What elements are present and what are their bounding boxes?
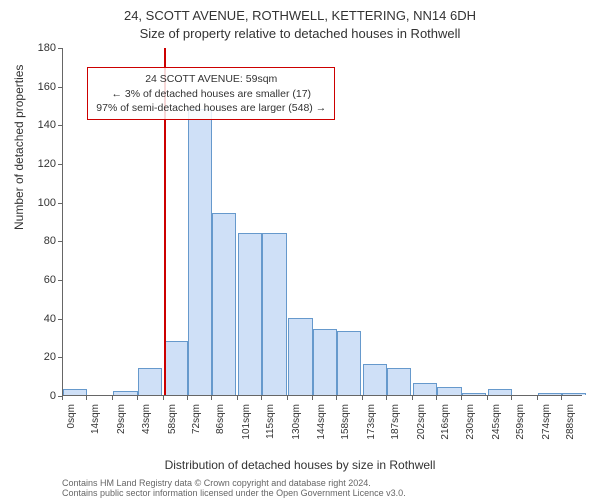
chart-title-line1: 24, SCOTT AVENUE, ROTHWELL, KETTERING, N…	[0, 8, 600, 23]
x-tick-label: 173sqm	[366, 404, 377, 448]
y-tick-mark	[58, 125, 62, 126]
x-tick-label: 43sqm	[141, 404, 152, 448]
y-tick-label: 0	[0, 390, 56, 402]
y-tick-label: 140	[0, 119, 56, 131]
x-tick-mark	[163, 396, 164, 400]
y-tick-mark	[58, 241, 62, 242]
x-tick-mark	[86, 396, 87, 400]
x-tick-mark	[362, 396, 363, 400]
x-tick-mark	[187, 396, 188, 400]
x-tick-mark	[412, 396, 413, 400]
y-tick-mark	[58, 203, 62, 204]
histogram-bar	[363, 364, 387, 395]
histogram-bar	[413, 383, 437, 395]
x-tick-mark	[386, 396, 387, 400]
x-tick-mark	[436, 396, 437, 400]
x-tick-mark	[261, 396, 262, 400]
histogram-bar	[262, 233, 286, 395]
x-tick-label: 288sqm	[565, 404, 576, 448]
y-tick-mark	[58, 357, 62, 358]
y-tick-mark	[58, 87, 62, 88]
histogram-bar	[462, 393, 486, 395]
info-box-line: 24 SCOTT AVENUE: 59sqm	[96, 72, 326, 86]
x-tick-mark	[336, 396, 337, 400]
x-tick-mark	[312, 396, 313, 400]
x-tick-mark	[287, 396, 288, 400]
x-tick-label: 14sqm	[90, 404, 101, 448]
x-tick-label: 130sqm	[291, 404, 302, 448]
y-tick-label: 60	[0, 274, 56, 286]
x-tick-label: 216sqm	[440, 404, 451, 448]
x-tick-mark	[461, 396, 462, 400]
x-tick-mark	[237, 396, 238, 400]
x-tick-label: 245sqm	[491, 404, 502, 448]
y-tick-mark	[58, 48, 62, 49]
x-tick-label: 115sqm	[265, 404, 276, 448]
footer-line1: Contains HM Land Registry data © Crown c…	[62, 478, 371, 488]
histogram-bar	[337, 331, 361, 395]
histogram-bar	[313, 329, 337, 395]
y-tick-mark	[58, 164, 62, 165]
y-tick-mark	[58, 319, 62, 320]
histogram-bar	[113, 391, 137, 395]
x-tick-label: 274sqm	[541, 404, 552, 448]
x-tick-label: 187sqm	[390, 404, 401, 448]
y-tick-label: 120	[0, 158, 56, 170]
x-tick-label: 158sqm	[340, 404, 351, 448]
histogram-bar	[562, 393, 586, 395]
histogram-bar	[212, 213, 236, 395]
histogram-bar	[488, 389, 512, 395]
y-tick-mark	[58, 280, 62, 281]
x-tick-label: 72sqm	[191, 404, 202, 448]
y-tick-label: 40	[0, 313, 56, 325]
plot-area: 24 SCOTT AVENUE: 59sqm← 3% of detached h…	[62, 48, 582, 396]
x-tick-label: 259sqm	[515, 404, 526, 448]
x-tick-label: 202sqm	[416, 404, 427, 448]
x-tick-mark	[211, 396, 212, 400]
y-tick-label: 100	[0, 197, 56, 209]
x-tick-mark	[62, 396, 63, 400]
histogram-bar	[188, 109, 212, 395]
histogram-bar	[63, 389, 87, 395]
histogram-bar	[164, 341, 188, 395]
info-box-line: ← 3% of detached houses are smaller (17)	[96, 87, 326, 101]
x-tick-mark	[112, 396, 113, 400]
y-tick-label: 180	[0, 42, 56, 54]
histogram-bar	[138, 368, 162, 395]
histogram-bar	[238, 233, 262, 395]
x-tick-mark	[487, 396, 488, 400]
x-tick-mark	[537, 396, 538, 400]
histogram-bar	[538, 393, 562, 395]
y-tick-label: 20	[0, 351, 56, 363]
info-box: 24 SCOTT AVENUE: 59sqm← 3% of detached h…	[87, 67, 335, 120]
x-tick-label: 230sqm	[465, 404, 476, 448]
x-tick-mark	[561, 396, 562, 400]
histogram-chart: 24, SCOTT AVENUE, ROTHWELL, KETTERING, N…	[0, 0, 600, 500]
y-tick-label: 160	[0, 81, 56, 93]
histogram-bar	[387, 368, 411, 395]
x-tick-label: 58sqm	[167, 404, 178, 448]
x-tick-label: 29sqm	[116, 404, 127, 448]
histogram-bar	[437, 387, 461, 395]
x-tick-label: 144sqm	[316, 404, 327, 448]
x-tick-mark	[137, 396, 138, 400]
x-axis-label: Distribution of detached houses by size …	[0, 458, 600, 472]
histogram-bar	[288, 318, 312, 395]
x-tick-mark	[511, 396, 512, 400]
chart-title-line2: Size of property relative to detached ho…	[0, 26, 600, 41]
x-tick-label: 86sqm	[215, 404, 226, 448]
x-tick-label: 0sqm	[66, 404, 77, 448]
y-tick-label: 80	[0, 235, 56, 247]
info-box-line: 97% of semi-detached houses are larger (…	[96, 101, 326, 115]
footer-line2: Contains public sector information licen…	[62, 488, 406, 498]
x-tick-label: 101sqm	[241, 404, 252, 448]
